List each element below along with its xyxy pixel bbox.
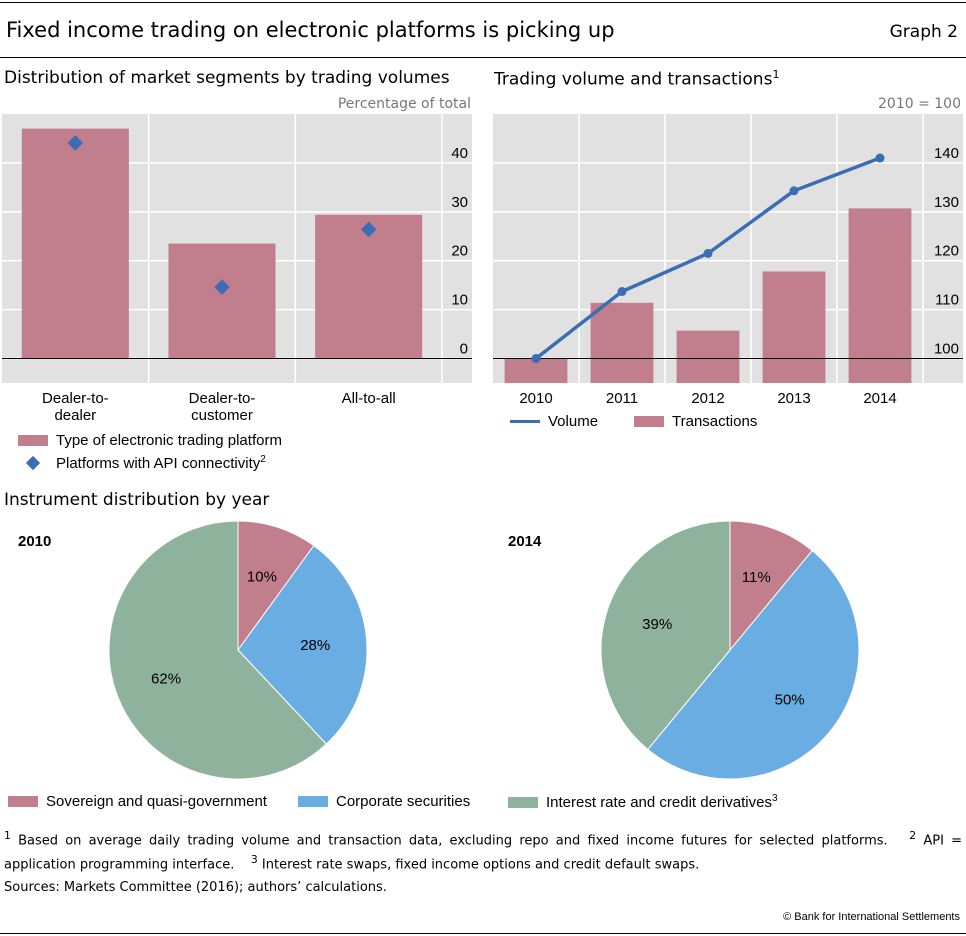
bottom-rule bbox=[0, 933, 966, 934]
pie-legend-derivatives: Interest rate and credit derivatives3 bbox=[508, 793, 778, 811]
right-unit-label: 2010 = 100 bbox=[878, 96, 961, 112]
legend-swatch bbox=[298, 796, 328, 807]
pie-slice-2 bbox=[108, 520, 328, 780]
x-tick-label: Dealer-to- bbox=[42, 390, 109, 407]
api-marker bbox=[214, 279, 230, 295]
legend-swatch bbox=[18, 435, 48, 446]
sources: Sources: Markets Committee (2016); autho… bbox=[4, 880, 387, 895]
volume-point bbox=[875, 153, 885, 163]
bar-2014 bbox=[848, 208, 912, 383]
pie-2014-title: 2014 bbox=[508, 533, 542, 550]
legend-swatch bbox=[8, 796, 38, 807]
right-chart-title-text: Trading volume and transactions bbox=[494, 69, 773, 90]
pie-slice-label: 11% bbox=[742, 569, 771, 586]
y-tick-label: 110 bbox=[935, 292, 959, 309]
pie-slice-1 bbox=[237, 544, 368, 745]
pie-slice-2 bbox=[600, 520, 731, 751]
legend-line-swatch bbox=[510, 420, 540, 423]
x-tick-label: 2012 bbox=[691, 390, 724, 407]
footnote-1: Based on average daily trading volume an… bbox=[18, 833, 888, 849]
pie-slice-label: 62% bbox=[151, 670, 181, 687]
legend-item-platform-type: Type of electronic trading platform bbox=[18, 432, 282, 449]
bar-Dealer-to-customer bbox=[168, 243, 276, 359]
volume-point bbox=[531, 354, 541, 364]
pie-2010-title: 2010 bbox=[18, 533, 52, 550]
y-tick-label: 30 bbox=[451, 194, 468, 211]
pie-chart-2014: 11% 50% 39% bbox=[600, 520, 860, 780]
pie-section-title: Instrument distribution by year bbox=[4, 490, 270, 510]
x-tick-label: 2013 bbox=[777, 390, 810, 407]
legend-item-transactions: Transactions bbox=[634, 413, 757, 430]
y-tick-label: 0 bbox=[460, 341, 468, 358]
volume-point bbox=[703, 248, 713, 258]
x-tick-label: dealer bbox=[54, 407, 96, 424]
left-unit-label: Percentage of total bbox=[337, 96, 471, 112]
y-tick-label: 40 bbox=[451, 145, 468, 162]
bar-Dealer-to-dealer bbox=[21, 128, 129, 359]
footnote-ref: 1 bbox=[772, 68, 780, 81]
legend-label: Platforms with API connectivity2 bbox=[56, 454, 266, 472]
title-rule bbox=[0, 57, 966, 58]
pie-legend-sovereign: Sovereign and quasi-government bbox=[8, 793, 267, 810]
y-tick-label: 100 bbox=[934, 341, 959, 358]
bar-All-to-all bbox=[315, 214, 423, 359]
volume-point bbox=[789, 186, 799, 196]
volume-point bbox=[617, 287, 627, 297]
x-tick-label: Dealer-to- bbox=[189, 390, 256, 407]
y-tick-label: 130 bbox=[934, 194, 959, 211]
top-rule bbox=[0, 2, 966, 3]
legend-item-api: Platforms with API connectivity2 bbox=[18, 454, 266, 472]
legend-label: Volume bbox=[548, 413, 599, 430]
graph-label: Graph 2 bbox=[889, 22, 958, 42]
segment-bar-chart: 010203040Dealer-to-dealerDealer-to-custo… bbox=[2, 114, 472, 424]
legend-label: Transactions bbox=[672, 413, 758, 430]
bar-2011 bbox=[590, 302, 654, 383]
x-tick-label: All-to-all bbox=[342, 390, 396, 407]
legend-label: Interest rate and credit derivatives3 bbox=[546, 793, 778, 811]
legend-swatch bbox=[634, 416, 664, 427]
pie-slice-1 bbox=[647, 549, 860, 780]
pie-slice-0 bbox=[729, 520, 813, 652]
legend-item-volume: Volume bbox=[510, 413, 598, 430]
bar-2013 bbox=[762, 271, 826, 383]
footnote-2: API = application programming interface. bbox=[4, 833, 962, 873]
right-chart-title: Trading volume and transactions1 bbox=[494, 68, 779, 90]
bar-2012 bbox=[676, 330, 740, 383]
x-tick-label: 2011 bbox=[606, 390, 638, 407]
volume-transactions-chart: 100 110 120 130 140 2010 2011 2012 2013 2014 bbox=[493, 114, 963, 407]
left-chart-title: Distribution of market segments by tradi… bbox=[4, 68, 450, 88]
y-tick-label: 140 bbox=[934, 145, 959, 162]
legend-label: Type of electronic trading platform bbox=[56, 432, 282, 449]
copyright: © Bank for International Settlements bbox=[783, 911, 960, 923]
legend-swatch bbox=[508, 796, 538, 808]
legend-label: Corporate securities bbox=[336, 793, 471, 810]
y-tick-label: 20 bbox=[451, 243, 468, 260]
pie-chart-2010: 10% 28% 62% bbox=[108, 520, 368, 780]
pie-slice-label: 39% bbox=[642, 616, 672, 633]
legend-label: Sovereign and quasi-government bbox=[46, 793, 267, 810]
x-tick-label: 2010 bbox=[519, 390, 552, 407]
pie-slice-label: 50% bbox=[775, 691, 805, 708]
footnote-3: Interest rate swaps, fixed income option… bbox=[261, 857, 700, 873]
y-tick-label: 10 bbox=[451, 292, 468, 309]
diamond-marker-icon bbox=[18, 455, 48, 472]
page-title: Fixed income trading on electronic platf… bbox=[6, 18, 615, 42]
pie-slice-label: 10% bbox=[247, 568, 277, 585]
pie-slice-label: 28% bbox=[300, 637, 330, 654]
y-tick-label: 120 bbox=[934, 243, 959, 260]
pie-slice-0 bbox=[237, 520, 315, 652]
x-tick-label: 2014 bbox=[863, 390, 896, 407]
x-tick-label: customer bbox=[191, 407, 253, 424]
pie-legend-corporate: Corporate securities bbox=[298, 793, 470, 810]
footnotes: 1 Based on average daily trading volume … bbox=[4, 829, 962, 873]
